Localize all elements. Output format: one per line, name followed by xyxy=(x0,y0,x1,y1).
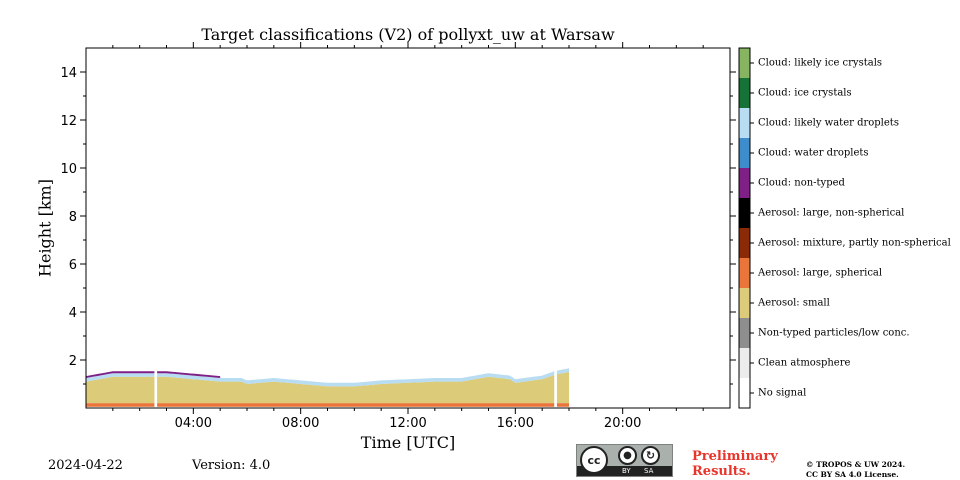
colorbar-label: Cloud: likely ice crystals xyxy=(758,57,883,69)
y-tick-label: 4 xyxy=(69,306,77,321)
data-gap xyxy=(554,360,557,408)
colorbar-label: Aerosol: large, non-spherical xyxy=(758,207,905,219)
cc-license-badge: cc ● ↻ BY SA xyxy=(576,444,673,477)
cc-icon: cc xyxy=(580,446,608,474)
colorbar-swatch xyxy=(739,138,750,168)
colorbar-swatch xyxy=(739,348,750,378)
colorbar-swatch xyxy=(739,108,750,138)
x-tick-label: 08:00 xyxy=(282,416,319,431)
attribution-icon: ● xyxy=(618,446,637,465)
colorbar-frame xyxy=(738,47,751,409)
cc-by-text: BY xyxy=(622,467,631,475)
colorbar-swatch xyxy=(739,78,750,108)
preliminary-line-2: Results. xyxy=(692,464,751,479)
aerosol-large-spherical-layer xyxy=(86,403,569,407)
y-tick-label: 8 xyxy=(69,210,77,225)
chart-title: Target classifications (V2) of pollyxt_u… xyxy=(201,25,615,44)
colorbar-label: Clean atmosphere xyxy=(758,357,851,369)
colorbar-swatch xyxy=(739,48,750,78)
y-axis-label: Height [km] xyxy=(35,179,55,277)
y-tick-label: 10 xyxy=(60,162,77,177)
colorbar-label: Aerosol: small xyxy=(758,297,830,309)
copyright-line-1: © TROPOS & UW 2024. xyxy=(806,460,906,469)
colorbar-swatch xyxy=(739,378,750,408)
x-tick-label: 16:00 xyxy=(497,416,534,431)
colorbar-label: No signal xyxy=(758,387,807,399)
cloud-likely-water-layer xyxy=(86,368,569,387)
x-tick-label: 04:00 xyxy=(175,416,212,431)
axes: 04:00 08:00 12:00 16:00 20:00 2 4 6 8 10 12 14 xyxy=(60,42,736,431)
colorbar-label: Non-typed particles/low conc. xyxy=(758,327,910,339)
colorbar-label: Cloud: likely water droplets xyxy=(758,117,899,129)
colorbar-swatch xyxy=(739,318,750,348)
preliminary-line-1: Preliminary xyxy=(692,449,778,464)
colorbar-label: Cloud: ice crystals xyxy=(758,87,852,99)
plot-data-area xyxy=(86,360,569,408)
colorbar xyxy=(738,47,754,409)
x-tick-label: 20:00 xyxy=(604,416,641,431)
colorbar-swatch xyxy=(739,198,750,228)
colorbar-label: Cloud: water droplets xyxy=(758,147,869,159)
colorbar-swatch xyxy=(739,168,750,198)
colorbar-label: Aerosol: mixture, partly non-spherical xyxy=(758,237,951,249)
plot-frame xyxy=(85,47,731,409)
x-tick-label: 12:00 xyxy=(389,416,426,431)
y-tick-label: 2 xyxy=(69,354,77,369)
version-label: Version: 4.0 xyxy=(192,458,271,473)
y-tick-label: 12 xyxy=(60,114,77,129)
y-tick-label: 6 xyxy=(69,258,77,273)
x-axis-label: Time [UTC] xyxy=(360,433,456,452)
copyright-notice: © TROPOS & UW 2024. CC BY SA 4.0 License… xyxy=(806,460,905,480)
cc-sa-text: SA xyxy=(644,467,654,475)
colorbar-swatch xyxy=(739,228,750,258)
cloud-non-typed-layer xyxy=(86,371,221,378)
preliminary-notice: Preliminary Results. xyxy=(692,449,778,479)
share-alike-icon: ↻ xyxy=(641,446,660,465)
y-tick-label: 14 xyxy=(60,66,77,81)
copyright-line-2: CC BY SA 4.0 License. xyxy=(806,470,899,479)
colorbar-label: Cloud: non-typed xyxy=(758,177,845,189)
date-label: 2024-04-22 xyxy=(48,458,123,473)
colorbar-label: Aerosol: large, spherical xyxy=(758,267,883,279)
colorbar-swatch xyxy=(739,288,750,318)
data-gap xyxy=(154,360,158,408)
cc-badge-strip xyxy=(577,466,672,476)
colorbar-swatch xyxy=(739,258,750,288)
aerosol-small-layer xyxy=(86,372,569,404)
